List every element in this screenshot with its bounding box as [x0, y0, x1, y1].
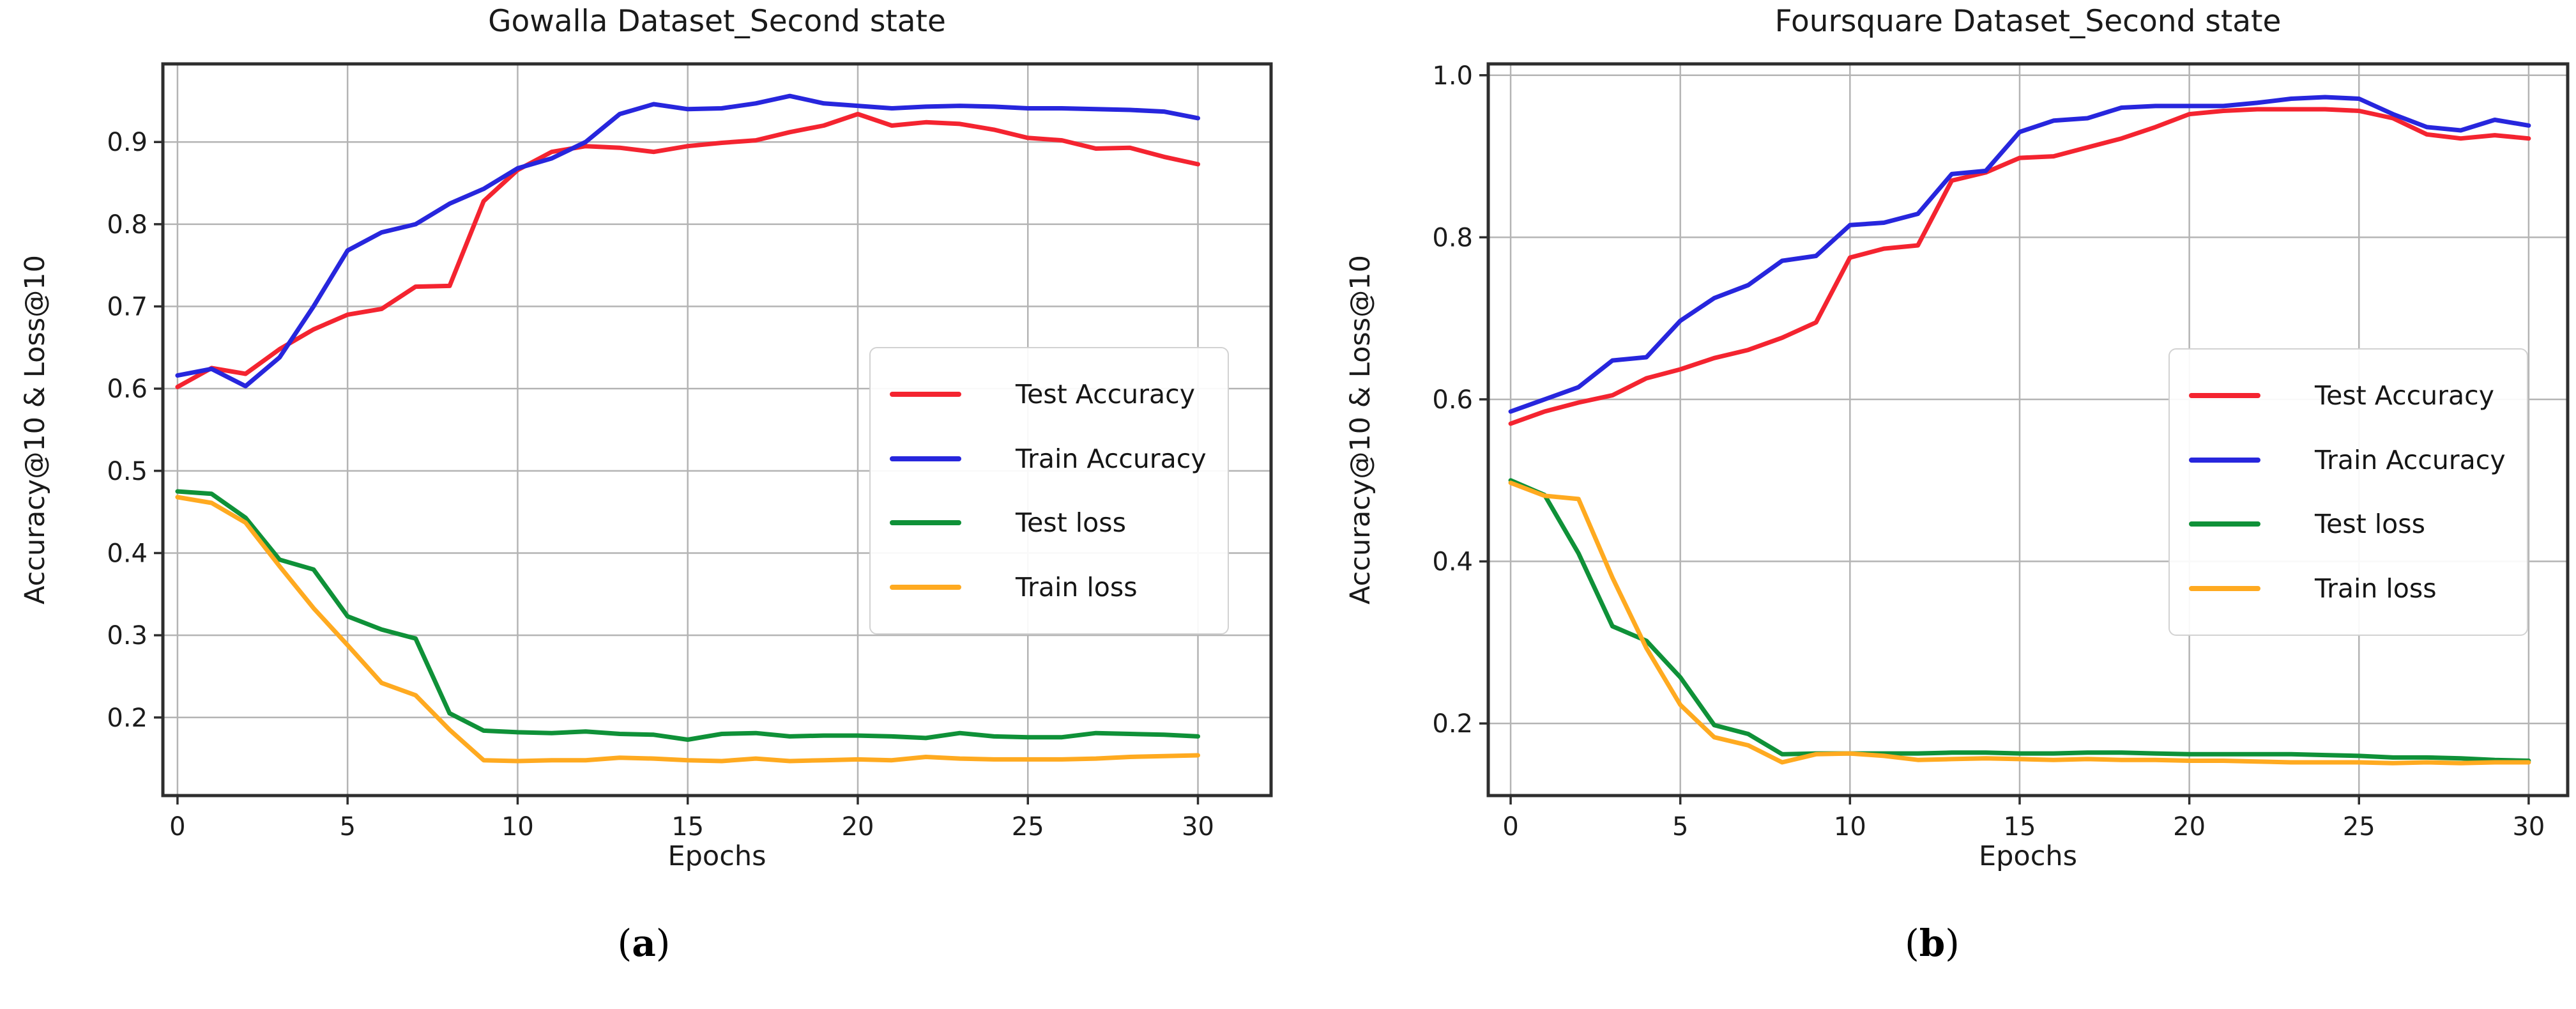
plot-area-foursquare: 0 5 10 15 20 25 30 0.2 0.4 0.6 0.8 1.0 [1432, 61, 2570, 842]
legend-row-train-accuracy: Train Accuracy [890, 443, 1208, 474]
test-accuracy-swatch-icon [2189, 393, 2260, 399]
test-accuracy-swatch-icon [890, 392, 961, 397]
legend-label-train-accuracy: Train Accuracy [1016, 443, 1207, 474]
plot-area-gowalla: 0 5 10 15 20 25 30 0.2 0.3 0.4 0.5 0.6 0.7 0.8 0.9 [107, 62, 1273, 842]
legend-label-test-loss: Test loss [1016, 507, 1126, 539]
y-tick-label: 0.5 [107, 457, 148, 486]
caption-a-letter: a [632, 921, 656, 965]
legend-row-test-accuracy: Test Accuracy [890, 379, 1208, 410]
chart-title-gowalla: Gowalla Dataset_Second state [488, 4, 946, 39]
train-loss-swatch-icon [2189, 585, 2260, 591]
x-tick-label: 30 [1182, 812, 1214, 842]
train-loss-swatch-icon [890, 584, 961, 590]
x-tick-label: 10 [1834, 812, 1866, 842]
legend-row-test-loss: Test loss [890, 507, 1208, 538]
y-tick-label: 0.2 [1432, 709, 1473, 739]
y-tick-label: 1.0 [1432, 61, 1473, 91]
caption-b: (b) [1288, 921, 2576, 965]
y-tick-label: 0.4 [107, 539, 148, 568]
legend-row-test-loss: Test loss [2189, 509, 2508, 539]
y-tick-label: 0.8 [1432, 223, 1473, 252]
x-tick-label: 25 [2343, 812, 2375, 842]
legend-label-train-accuracy: Train Accuracy [2315, 444, 2506, 475]
y-tick-label: 0.6 [1432, 385, 1473, 415]
x-tick-label: 20 [842, 812, 874, 842]
x-tick-label: 10 [501, 812, 534, 842]
test-loss-swatch-icon [890, 520, 961, 526]
caption-a: (a) [0, 921, 1288, 965]
caption-b-close: ) [1945, 921, 1960, 965]
x-tick-label: 15 [671, 812, 704, 842]
x-tick-label: 0 [1502, 812, 1518, 842]
x-tick-label: 0 [169, 812, 185, 842]
legend-label-train-loss: Train loss [2315, 573, 2437, 604]
y-axis-label-gowalla: Accuracy@10 & Loss@10 [19, 255, 51, 605]
test-accuracy-line [175, 112, 1200, 390]
panel-foursquare: 0 5 10 15 20 25 30 0.2 0.4 0.6 0.8 1.0 Foursquare D… [1288, 0, 2576, 1009]
plot-border [161, 62, 1273, 797]
x-tick-label: 25 [1012, 812, 1044, 842]
train-loss-line [1508, 481, 2531, 766]
y-tick-label: 0.4 [1432, 548, 1473, 577]
test-loss-swatch-icon [2189, 521, 2260, 527]
x-tick-label: 15 [2004, 812, 2036, 842]
y-tick-label: 0.3 [107, 621, 148, 651]
legend-foursquare: Test Accuracy Train Accuracy Test loss Trai… [2168, 348, 2528, 636]
x-tick-label: 30 [2512, 812, 2545, 842]
panel-gowalla: 0 5 10 15 20 25 30 0.2 0.3 0.4 0.5 0.6 0.7 0.8 0.9 Gow… [0, 4, 1288, 965]
legend-gowalla: Test Accuracy Train Accuracy Test loss Trai… [869, 347, 1229, 635]
caption-b-open: ( [1905, 921, 1919, 965]
legend-label-test-loss: Test loss [2315, 509, 2425, 540]
legend-row-train-loss: Train loss [2189, 573, 2508, 604]
y-tick-label: 0.8 [107, 210, 148, 240]
legend-row-train-accuracy: Train Accuracy [2189, 445, 2508, 475]
y-tick-label: 0.6 [107, 374, 148, 404]
train-accuracy-line [175, 93, 1200, 389]
train-accuracy-line [1508, 95, 2531, 414]
test-accuracy-line [1508, 107, 2531, 426]
legend-label-test-accuracy: Test Accuracy [2315, 380, 2494, 412]
x-axis-label-foursquare: Epochs [1978, 840, 2078, 872]
caption-a-close: ) [655, 921, 671, 965]
chart-title-foursquare: Foursquare Dataset_Second state [1774, 4, 2282, 39]
y-tick-label: 0.2 [107, 704, 148, 733]
legend-label-test-accuracy: Test Accuracy [1016, 379, 1195, 410]
legend-label-train-loss: Train loss [1016, 571, 1138, 603]
plot-border [1486, 62, 2570, 797]
test-loss-line [1508, 478, 2531, 763]
legend-row-train-loss: Train loss [890, 572, 1208, 603]
x-tick-label: 5 [339, 812, 355, 842]
x-tick-label: 5 [1672, 812, 1688, 842]
x-tick-label: 20 [2173, 812, 2206, 842]
test-loss-line [175, 489, 1200, 742]
legend-row-test-accuracy: Test Accuracy [2189, 380, 2508, 411]
y-axis-label-foursquare: Accuracy@10 & Loss@10 [1345, 255, 1376, 605]
x-axis-label-gowalla: Epochs [667, 840, 766, 872]
train-accuracy-swatch-icon [2189, 457, 2260, 463]
y-tick-label: 0.9 [107, 128, 148, 157]
caption-b-letter: b [1919, 921, 1946, 965]
train-loss-line [175, 495, 1200, 764]
train-accuracy-swatch-icon [890, 456, 961, 461]
caption-a-open: ( [617, 921, 632, 965]
y-tick-label: 0.7 [107, 293, 148, 322]
